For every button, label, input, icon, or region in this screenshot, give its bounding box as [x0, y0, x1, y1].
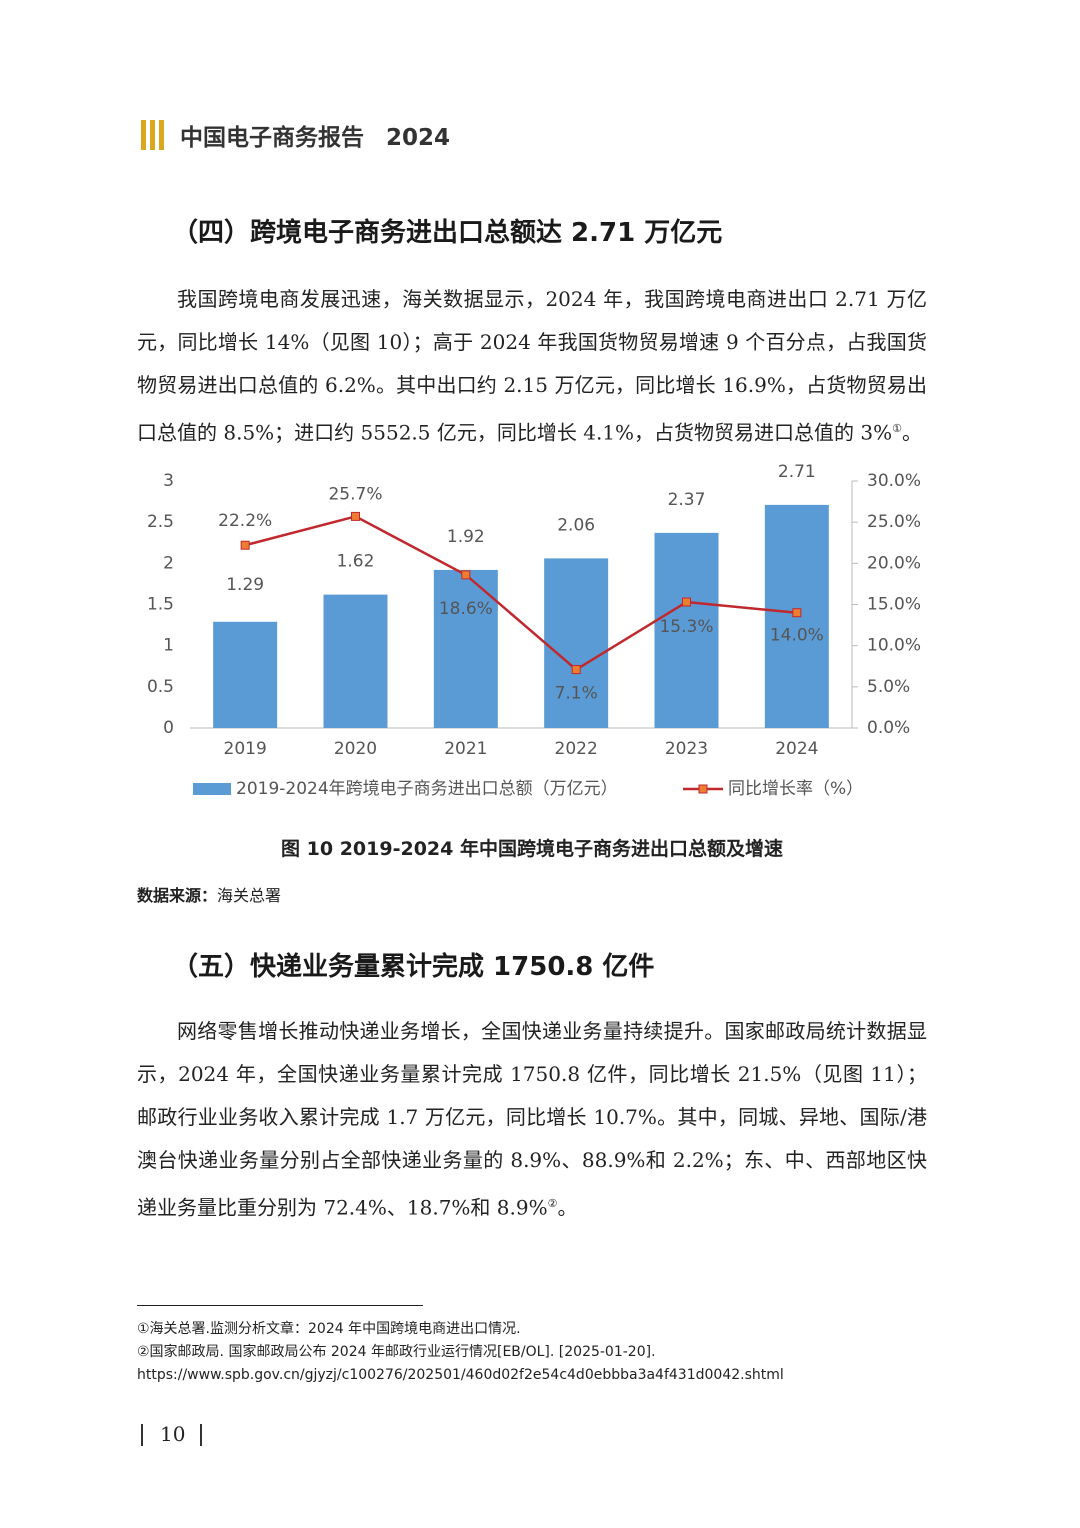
page-bar: [141, 1424, 143, 1446]
y2-tick-label: 25.0%: [867, 512, 921, 532]
figure-caption: 图 10 2019-2024 年中国跨境电子商务进出口总额及增速: [281, 838, 783, 860]
y-tick-label: 3: [163, 471, 174, 491]
header-title: 中国电子商务报告: [180, 125, 364, 151]
legend-label: 同比增长率（%）: [728, 779, 863, 799]
section-heading: （四）跨境电子商务进出口总额达 2.71 万亿元: [172, 218, 723, 248]
x-tick-label: 2019: [224, 739, 267, 759]
y2-tick-label: 0.0%: [867, 718, 910, 738]
y-tick-label: 1: [163, 636, 174, 656]
marker: [461, 570, 471, 580]
line-label: 7.1%: [555, 684, 598, 704]
header: 中国电子商务报告 2024: [180, 118, 450, 152]
bar-label: 2.71: [778, 462, 816, 482]
legend-swatch: [193, 783, 231, 795]
marker: [240, 540, 250, 550]
y2-tick-label: 20.0%: [867, 553, 921, 573]
bar-label: 1.92: [447, 527, 485, 547]
bar: [433, 569, 498, 728]
source: 海关总署: [217, 886, 282, 905]
bar: [544, 558, 609, 728]
y-tick-label: 2.5: [147, 512, 174, 532]
y2-tick-label: 15.0%: [867, 595, 921, 615]
paragraph: 我国跨境电商发展迅速，海关数据显示，2024 年，我国跨境电商进出口 2.71 …: [137, 278, 927, 455]
line-label: 25.7%: [328, 484, 382, 504]
legend-label: 2019-2024年跨境电子商务进出口总额（万亿元）: [236, 779, 618, 799]
footnote: https://www.spb.gov.cn/gjyzj/c100276/202…: [137, 1367, 784, 1383]
y2-tick-label: 5.0%: [867, 677, 910, 697]
y-tick-label: 0.5: [147, 677, 174, 697]
line-label: 18.6%: [439, 599, 493, 619]
bar-label: 2.06: [557, 515, 595, 535]
footnote: ①海关总署.监测分析文章：2024 年中国跨境电商进出口情况.: [137, 1321, 521, 1337]
bar-label: 1.62: [337, 552, 375, 572]
marker: [792, 608, 802, 618]
line-label: 14.0%: [770, 626, 824, 646]
paragraph-text: 网络零售增长推动快递业务增长，全国快递业务量持续提升。国家邮政局统计数据显示，2…: [137, 1019, 927, 1220]
note-ref: ①: [892, 422, 902, 435]
bar: [323, 594, 388, 728]
page-bar: [200, 1424, 202, 1446]
marker: [682, 597, 691, 607]
line: [244, 515, 797, 672]
bar-label: 1.29: [226, 575, 264, 595]
line-label: 22.2%: [218, 511, 272, 531]
footnote-rule: [137, 1305, 423, 1306]
x-tick-label: 2023: [665, 739, 708, 759]
x-tick-label: 2022: [555, 739, 598, 759]
note-ref: ②: [547, 1197, 558, 1210]
bar: [654, 532, 719, 728]
paragraph: 网络零售增长推动快递业务增长，全国快递业务量持续提升。国家邮政局统计数据显示，2…: [137, 1010, 927, 1230]
figure-source: 数据来源：海关总署: [137, 882, 281, 906]
y2-tick-label: 30.0%: [867, 471, 921, 491]
legend-marker: [698, 784, 708, 794]
chart: 00.511.522.530.0%5.0%10.0%15.0%20.0%25.0…: [147, 462, 921, 799]
paragraph-text: 我国跨境电商发展迅速，海关数据显示，2024 年，我国跨境电商进出口 2.71 …: [137, 287, 927, 445]
paragraph-tail: 。: [902, 420, 922, 445]
marker: [351, 511, 360, 521]
paragraph-tail: 。: [557, 1195, 578, 1220]
x-tick-label: 2021: [444, 739, 487, 759]
header-mark: [141, 120, 146, 150]
header-mark: [150, 120, 155, 150]
y-tick-label: 1.5: [147, 595, 174, 615]
y2-tick-label: 10.0%: [867, 636, 921, 656]
x-tick-label: 2020: [334, 739, 377, 759]
y-tick-label: 0: [163, 718, 174, 738]
source-label: 数据来源：: [137, 886, 218, 905]
header-mark: [159, 120, 164, 150]
y-tick-label: 2: [163, 553, 174, 573]
header-year: 2024: [386, 125, 451, 151]
marker: [571, 665, 581, 675]
bar: [213, 621, 278, 728]
footnote: ②国家邮政局. 国家邮政局公布 2024 年邮政行业运行情况[EB/OL]. […: [137, 1344, 656, 1360]
line-label: 15.3%: [659, 617, 713, 637]
section-heading: （五）快递业务量累计完成 1750.8 亿件: [172, 952, 655, 982]
bar-label: 2.37: [668, 490, 706, 510]
page-number: 10: [160, 1422, 186, 1446]
x-tick-label: 2024: [775, 739, 818, 759]
